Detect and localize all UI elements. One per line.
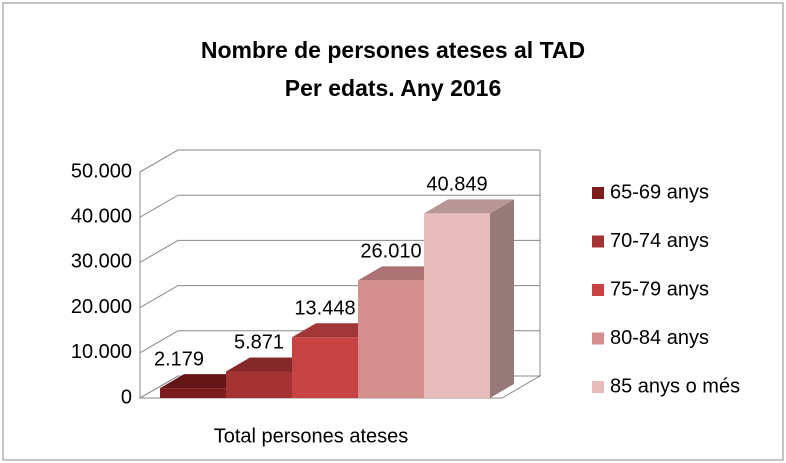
bar (226, 371, 292, 398)
data-label: 2.179 (154, 348, 204, 370)
data-label: 40.849 (426, 174, 487, 196)
y-tick-label: 50.000 (71, 160, 132, 182)
bar (160, 388, 226, 398)
y-tick-label: 30.000 (71, 251, 132, 273)
y-tick-label: 40.000 (71, 205, 132, 227)
grid-line (139, 194, 540, 218)
data-label: 13.448 (294, 297, 355, 319)
grid-line (139, 149, 540, 173)
data-label: 5.871 (234, 332, 284, 354)
x-tick-label: Total persones ateses (214, 425, 409, 447)
legend-label: 85 anys o més (610, 375, 740, 397)
bar (358, 280, 424, 398)
y-tick-label: 20.000 (71, 296, 132, 318)
bar (424, 213, 490, 398)
legend-label: 70-74 anys (610, 230, 709, 252)
legend-label: 80-84 anys (610, 327, 709, 349)
legend-label: 75-79 anys (610, 278, 709, 300)
legend-swatch (592, 235, 604, 248)
legend-swatch (592, 187, 604, 199)
y-tick-label: 0 (121, 386, 132, 408)
grid-line (139, 239, 540, 263)
chart-subtitle: Per edats. Any 2016 (285, 75, 502, 101)
legend-swatch (592, 381, 604, 393)
legend-swatch (592, 284, 604, 296)
data-label: 26.010 (360, 241, 421, 263)
bar (292, 337, 358, 398)
bar-top (424, 199, 514, 214)
legend-label: 65-69 anys (610, 181, 709, 203)
bar-side (490, 199, 514, 398)
legend-swatch (592, 332, 604, 345)
chart-title: Nombre de persones ateses al TAD (201, 37, 585, 63)
y-tick-label: 10.000 (71, 341, 132, 363)
